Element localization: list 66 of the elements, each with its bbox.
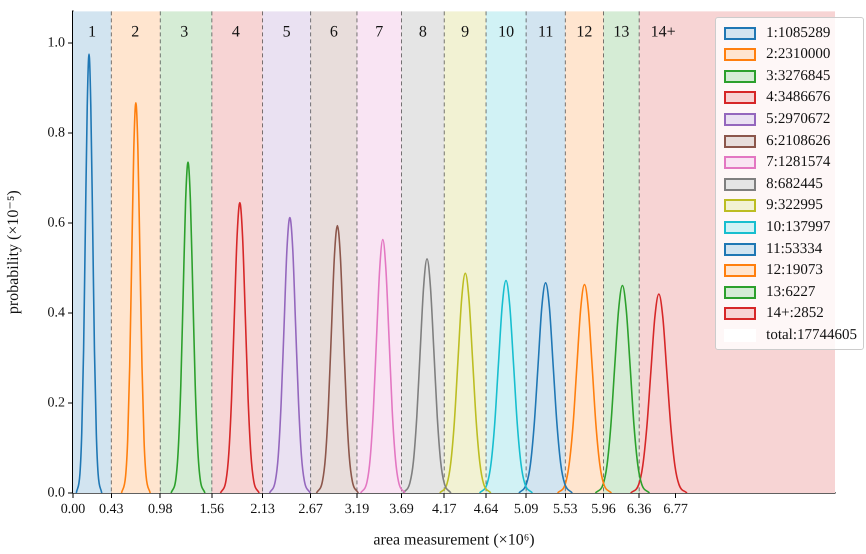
band-label: 3 <box>180 24 188 41</box>
x-tick-label: 4.64 <box>474 502 498 518</box>
legend-label: 4:3486676 <box>766 89 830 106</box>
y-tick-label: 0.8 <box>48 126 65 141</box>
y-tick-label: 0.0 <box>48 486 65 501</box>
line-series <box>268 216 311 493</box>
x-tick-label: 5.09 <box>514 502 538 518</box>
band-label: 10 <box>498 24 514 41</box>
line-series <box>556 284 612 493</box>
x-tick-label: 0.43 <box>99 502 124 518</box>
x-tick-label: 2.13 <box>250 502 275 518</box>
line-series <box>316 224 360 493</box>
line-series <box>360 238 406 493</box>
band-label: 11 <box>538 24 554 41</box>
legend-label: 9:322995 <box>766 197 823 214</box>
x-tick-label: 3.69 <box>389 502 414 518</box>
x-tick-label: 5.96 <box>591 502 616 518</box>
legend-label: 2:2310000 <box>766 46 830 64</box>
legend-label: 13:6227 <box>766 284 816 301</box>
line-series <box>594 284 650 493</box>
y-tick-label: 0.6 <box>48 216 65 231</box>
y-tick-label: 0.2 <box>48 396 65 411</box>
band-label: 13 <box>613 24 630 41</box>
band-label: 7 <box>375 24 384 41</box>
line-series <box>220 202 260 493</box>
legend-label: total:17744605 <box>766 327 857 344</box>
y-tick-label: 0.4 <box>48 306 65 321</box>
band-label: 12 <box>576 24 592 41</box>
line-series <box>402 258 452 493</box>
x-tick-label: 0.00 <box>60 502 86 518</box>
band-label: 9 <box>461 24 470 41</box>
x-axis-title: area measurement (×10⁶) <box>373 532 535 549</box>
legend-label: 6:2108626 <box>766 132 830 150</box>
x-tick-label: 6.36 <box>626 502 652 518</box>
band-label: 4 <box>232 24 240 41</box>
legend-label: 3:3276845 <box>766 68 830 85</box>
band-label: 5 <box>282 24 291 41</box>
x-tick-label: 1.56 <box>200 502 224 518</box>
line-series <box>170 161 206 493</box>
x-tick-label: 6.77 <box>663 502 688 518</box>
legend-label: 1:1085289 <box>766 24 830 42</box>
y-axis-title: probability (×10⁻⁵) <box>4 190 22 314</box>
legend-label: 12:19073 <box>766 262 823 280</box>
x-tick-label: 2.67 <box>298 502 323 518</box>
x-tick-label: 4.17 <box>432 502 456 518</box>
line-series <box>439 272 492 493</box>
line-series <box>630 293 688 493</box>
legend-label: 8:682445 <box>766 176 823 193</box>
band-label: 1 <box>88 24 96 41</box>
band-label: 6 <box>330 24 338 41</box>
x-tick-label: 0.98 <box>148 502 172 518</box>
legend-label: 7:1281574 <box>766 154 830 172</box>
x-tick-label: 5.53 <box>553 502 578 518</box>
y-tick-label: 1.0 <box>48 36 65 51</box>
legend-label: 5:2970672 <box>766 111 830 128</box>
line-series <box>75 53 103 493</box>
legend-label: 10:137997 <box>766 219 830 236</box>
x-tick-label: 3.19 <box>344 502 370 518</box>
band-label: 2 <box>131 24 140 41</box>
legend-label: 11:53334 <box>766 240 822 258</box>
band-label: 14+ <box>650 24 676 41</box>
legend-label: 14+:2852 <box>766 305 824 322</box>
line-series <box>478 280 534 493</box>
band-label: 8 <box>418 24 427 41</box>
line-series <box>120 102 151 493</box>
line-series <box>518 282 574 493</box>
